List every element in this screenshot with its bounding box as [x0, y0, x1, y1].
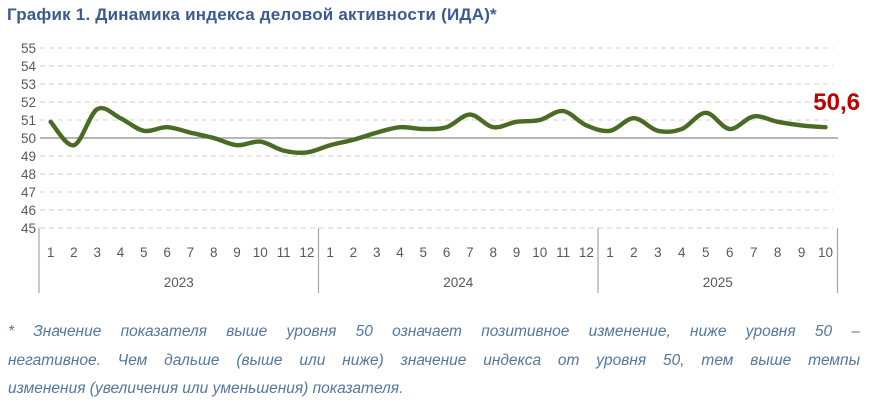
month-label: 9: [798, 245, 806, 260]
month-label: 9: [513, 245, 521, 260]
year-label: 2025: [703, 275, 733, 290]
footnote: * Значение показателя выше уровня 50 озн…: [8, 318, 860, 404]
month-label: 3: [93, 245, 101, 260]
month-label: 12: [299, 245, 314, 260]
month-label: 12: [579, 245, 594, 260]
month-label: 6: [443, 245, 451, 260]
month-label: 3: [373, 245, 381, 260]
month-label: 6: [163, 245, 171, 260]
y-axis-label: 47: [21, 185, 36, 200]
year-label: 2023: [164, 275, 194, 290]
footnote-line-1: * Значение показателя выше уровня 50 озн…: [8, 323, 860, 340]
month-label: 2: [70, 245, 78, 260]
month-label: 4: [117, 245, 125, 260]
month-label: 11: [556, 245, 570, 260]
month-label: 7: [750, 245, 758, 260]
month-label: 5: [140, 245, 148, 260]
month-label: 10: [818, 245, 833, 260]
year-label: 2024: [443, 275, 474, 290]
y-axis-label: 53: [21, 77, 36, 92]
y-axis-label: 50: [21, 131, 36, 146]
month-label: 7: [187, 245, 195, 260]
month-label: 7: [466, 245, 474, 260]
y-axis-label: 52: [21, 95, 36, 110]
month-label: 4: [396, 245, 404, 260]
month-label: 8: [774, 245, 782, 260]
chart-area: 55 54 53 52 51 50 49 48 47 46 45 1 2 3 4 5 6 7 8 9 10 11 12 202…: [0, 40, 874, 305]
footnote-line-2: негативное. Чем дальше (выше или ниже) з…: [8, 351, 860, 369]
y-axis-label: 55: [21, 41, 36, 56]
month-label: 3: [654, 245, 662, 260]
y-axis-label: 54: [21, 59, 37, 74]
y-axis-label: 48: [21, 167, 36, 182]
month-label: 2: [630, 245, 638, 260]
y-axis-label: 49: [21, 149, 36, 164]
month-label: 2: [350, 245, 358, 260]
month-label: 8: [210, 245, 218, 260]
month-label: 10: [532, 245, 547, 260]
month-label: 1: [47, 245, 55, 260]
month-label: 1: [326, 245, 334, 260]
month-label: 6: [726, 245, 734, 260]
chart-title: График 1. Динамика индекса деловой актив…: [7, 5, 497, 24]
footnote-line-3: изменения (увеличения или уменьшения) по…: [8, 380, 404, 397]
end-value-label: 50,6: [813, 89, 860, 116]
y-axis-label: 45: [21, 221, 36, 236]
month-label: 5: [420, 245, 428, 260]
month-label: 11: [277, 245, 291, 260]
month-label: 5: [702, 245, 710, 260]
y-axis-label: 46: [21, 203, 36, 218]
month-label: 8: [489, 245, 497, 260]
y-axis-label: 51: [21, 113, 36, 128]
month-label: 9: [233, 245, 241, 260]
month-label: 10: [253, 245, 268, 260]
activity-index-series: [48, 105, 828, 155]
month-label: 1: [606, 245, 614, 260]
month-label: 4: [678, 245, 686, 260]
